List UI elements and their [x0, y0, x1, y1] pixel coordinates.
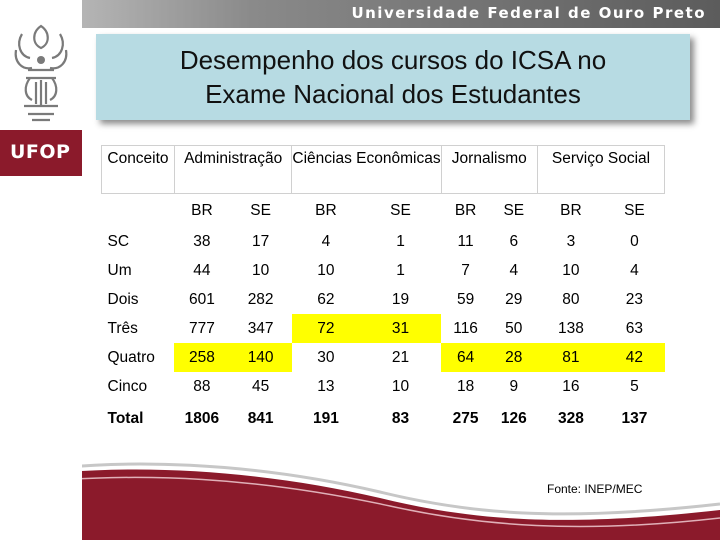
- table-row: Um 44 10 10 1 7 4 10 4: [102, 256, 665, 285]
- header-course: Ciências Econômicas: [291, 145, 442, 194]
- row-label: Cinco: [107, 377, 148, 395]
- table-cell: 83: [391, 410, 410, 427]
- subheader: BR: [315, 201, 337, 219]
- table-cell: 11: [457, 232, 474, 250]
- slide-title: Desempenho dos cursos do ICSA no Exame N…: [179, 45, 607, 109]
- table-cell: 601: [188, 290, 215, 308]
- table-cell: 62: [317, 290, 335, 308]
- table-cell: 4: [321, 232, 331, 250]
- subheader: SE: [624, 201, 645, 219]
- row-label: Um: [107, 261, 132, 279]
- table-cell: 45: [252, 377, 270, 395]
- title-box: Desempenho dos cursos do ICSA no Exame N…: [96, 34, 690, 120]
- table-cell: 5: [630, 377, 639, 395]
- table-cell: 138: [557, 319, 584, 337]
- bottom-swoosh-decoration: [0, 462, 720, 540]
- table-cell: 1: [396, 261, 405, 279]
- table-cell: 4: [509, 261, 519, 279]
- table-cell: 88: [193, 377, 211, 395]
- row-label: Quatro: [107, 348, 155, 366]
- table-cell: 23: [625, 290, 644, 308]
- table-row: Quatro 258 140 30 21 64 28 81 42: [102, 343, 665, 372]
- table-cell: 1806: [184, 410, 220, 427]
- table-cell: 137: [621, 410, 648, 427]
- table-cell-highlighted: 42: [604, 343, 665, 372]
- table-cell: 13: [317, 377, 335, 395]
- table-cell-highlighted: 81: [537, 343, 605, 372]
- table-cell: 347: [247, 319, 274, 337]
- row-label: SC: [107, 232, 130, 250]
- sidebar: UFOP: [0, 0, 82, 540]
- table-cell: 30: [317, 348, 335, 366]
- table-cell: 16: [562, 377, 580, 395]
- course-header-row: Conceito Administração Ciências Econômic…: [101, 145, 666, 194]
- top-banner: Universidade Federal de Ouro Preto: [0, 0, 720, 28]
- row-label: Dois: [107, 290, 139, 308]
- table-cell: 59: [456, 290, 475, 308]
- table-cell: 10: [391, 377, 410, 395]
- table-cell: 1: [396, 232, 405, 250]
- table-cell: 44: [193, 261, 211, 279]
- source-note: Fonte: INEP/MEC: [547, 482, 643, 496]
- university-emblem-icon: [14, 24, 68, 122]
- table-cell: 19: [391, 290, 410, 308]
- table-cell: 841: [247, 410, 274, 427]
- table-cell: 7: [461, 261, 470, 279]
- ufop-badge: UFOP: [0, 130, 82, 176]
- table-cell: 63: [625, 319, 644, 337]
- table-row: Cinco 88 45 13 10 18 9 16 5: [102, 372, 665, 401]
- subheader: BR: [454, 201, 477, 219]
- table-cell: 10: [562, 261, 580, 279]
- table-cell: 80: [562, 290, 580, 308]
- table-cell: 4: [630, 261, 639, 279]
- ufop-badge-text: UFOP: [10, 141, 71, 163]
- table-cell: 9: [509, 377, 519, 395]
- table-cell: 282: [247, 290, 274, 308]
- table-cell: 18: [456, 377, 475, 395]
- table-cell: 0: [630, 232, 639, 250]
- subheader: SE: [503, 201, 525, 219]
- table-cell-highlighted: 140: [229, 343, 292, 372]
- header-course: Serviço Social: [536, 145, 666, 194]
- table-cell-highlighted: 72: [291, 314, 360, 343]
- header-concept: Conceito: [101, 145, 175, 194]
- table-row: SC 38 17 4 1 11 6 3 0: [102, 227, 665, 256]
- table-cell: 777: [188, 319, 215, 337]
- table-cell: 38: [193, 232, 211, 250]
- row-label: Total: [107, 410, 144, 427]
- table-cell: 17: [252, 232, 270, 250]
- table-cell-highlighted: 31: [359, 314, 442, 343]
- table-cell: 10: [252, 261, 270, 279]
- table-cell: 50: [505, 319, 523, 337]
- subheader: BR: [560, 201, 582, 219]
- header-course: Jornalismo: [440, 145, 538, 194]
- table-cell: 116: [453, 319, 478, 337]
- row-label: Três: [107, 319, 138, 337]
- subheader: SE: [250, 201, 271, 219]
- table-cell-highlighted: 258: [174, 343, 230, 372]
- table-cell: 3: [566, 232, 576, 250]
- table-cell: 6: [509, 232, 519, 250]
- header-course: Administração: [173, 145, 293, 194]
- university-name: Universidade Federal de Ouro Preto: [351, 4, 706, 22]
- table-cell: 21: [391, 348, 410, 366]
- table-cell: 126: [500, 410, 527, 427]
- subheader-empty: [102, 194, 175, 228]
- table-cell: 275: [452, 410, 479, 427]
- total-row: Total 1806 841 191 83 275 126 328 137: [102, 401, 665, 437]
- table-row: Três 777 347 72 31 116 50 138 63: [102, 314, 665, 343]
- subheader: SE: [390, 201, 411, 219]
- results-table: Conceito Administração Ciências Econômic…: [101, 145, 666, 437]
- table-cell-highlighted: 64: [441, 343, 491, 372]
- table-cell: 29: [505, 290, 523, 308]
- table-row: Dois 601 282 62 19 59 29 80 23: [102, 285, 665, 314]
- table-cell: 328: [557, 410, 584, 427]
- region-header-row: BR SE BR SE BR SE BR SE: [102, 194, 665, 228]
- table-cell-highlighted: 28: [490, 343, 538, 372]
- table-cell: 10: [317, 261, 335, 279]
- subheader: BR: [191, 201, 213, 219]
- table-cell: 191: [312, 410, 339, 427]
